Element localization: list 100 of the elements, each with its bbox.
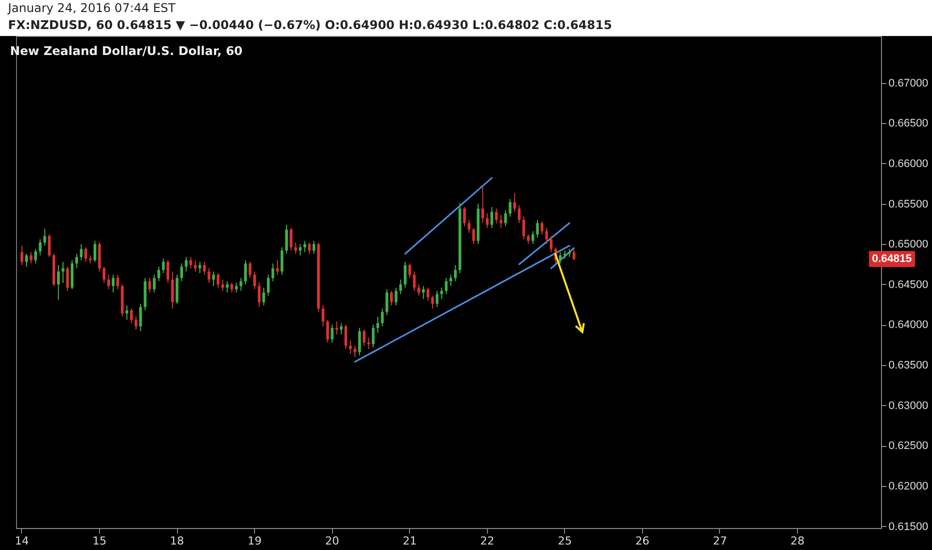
candlestick <box>112 274 115 293</box>
candlestick <box>271 262 274 282</box>
candlestick <box>394 287 398 306</box>
candlestick <box>34 248 37 264</box>
text: New Zealand Dollar/U.S. Dollar, 60 <box>10 44 243 58</box>
y-tick-label: 0.65500 <box>888 198 928 210</box>
candlestick <box>84 246 88 262</box>
text: January 24, 2016 07:44 EST <box>8 0 176 17</box>
candlestick <box>536 219 539 238</box>
candlestick <box>134 316 138 330</box>
candlestick <box>107 274 110 290</box>
y-tick-label: 0.62000 <box>888 480 928 493</box>
candlestick <box>80 244 83 261</box>
x-tick-label: 19 <box>248 534 262 548</box>
candlestick <box>431 295 434 310</box>
candlestick <box>253 271 256 290</box>
candlestick <box>280 246 284 276</box>
candlestick <box>230 282 234 293</box>
candlestick <box>354 345 356 358</box>
candlestick <box>308 242 311 254</box>
candlestick <box>102 266 106 284</box>
candlestick <box>399 279 402 295</box>
candlestick <box>20 245 24 266</box>
candlestick <box>75 253 78 269</box>
candlestick <box>262 287 266 306</box>
candlestick <box>171 271 174 310</box>
candlestick <box>184 256 188 272</box>
candlestick <box>152 274 156 293</box>
candlestick <box>208 268 210 284</box>
candlestick <box>532 230 534 245</box>
y-tick-label: 0.67000 <box>888 77 928 90</box>
candlestick <box>504 210 507 227</box>
candlestick <box>417 284 420 296</box>
candlestick <box>572 249 576 261</box>
candlestick <box>130 308 133 324</box>
candlestick <box>266 274 270 296</box>
candlestick <box>244 260 247 285</box>
x-tick-label: 15 <box>92 534 106 548</box>
candlestick <box>508 198 512 218</box>
candlestick <box>344 324 348 350</box>
x-tick-label: 14 <box>14 534 29 548</box>
candlestick <box>522 216 526 240</box>
candlestick <box>408 262 412 278</box>
y-tick-label: 0.64500 <box>888 278 928 291</box>
y-tick-label: 0.66500 <box>888 118 928 130</box>
candlestick <box>436 290 438 308</box>
x-tick-label: 22 <box>480 534 494 548</box>
candlestick <box>212 271 215 287</box>
candlestick <box>472 227 475 245</box>
x-tick-label: 25 <box>558 534 572 548</box>
candlestick <box>66 266 69 292</box>
candlestick <box>550 236 553 253</box>
candlestick <box>234 282 238 293</box>
candlestick <box>157 266 160 282</box>
x-tick-label: 26 <box>635 534 650 548</box>
candlestick <box>125 304 128 320</box>
candlestick <box>545 227 548 245</box>
candlestick <box>38 238 42 256</box>
candlestick <box>194 260 197 272</box>
candlestick <box>180 262 183 282</box>
y-tick-label: 0.63500 <box>888 360 928 372</box>
candlestick <box>518 204 521 224</box>
candlestick <box>303 240 306 253</box>
y-tick-label: 0.61500 <box>888 520 928 533</box>
candlestick <box>422 286 425 300</box>
candlestick <box>240 277 242 292</box>
candlestick <box>285 224 288 254</box>
candlestick <box>312 240 316 254</box>
candlestick <box>216 272 220 288</box>
candlestick <box>362 329 366 346</box>
x-tick-label: 21 <box>402 534 417 548</box>
candlestick <box>540 221 544 235</box>
candlestick <box>386 288 388 316</box>
candlestick <box>404 261 407 288</box>
candlestick <box>412 271 416 292</box>
candlestick <box>166 260 170 284</box>
candlestick <box>426 287 430 302</box>
candlestick <box>390 290 393 306</box>
candlestick <box>330 324 334 343</box>
candlestick <box>62 261 64 284</box>
candlestick <box>376 316 380 334</box>
candlestick <box>57 264 60 300</box>
candlestick <box>372 324 375 348</box>
candlestick <box>495 208 498 224</box>
candlestick <box>526 234 530 245</box>
candlestick <box>30 252 32 264</box>
y-tick-label: 0.64000 <box>888 319 928 332</box>
candlestick <box>258 282 261 308</box>
y-tick-label: 0.65000 <box>888 238 928 251</box>
candlestick <box>468 219 470 234</box>
candlestick <box>444 277 448 295</box>
candlestick <box>48 234 51 258</box>
candlestick <box>189 256 192 269</box>
candlestick <box>322 304 324 327</box>
candlestick <box>139 303 142 332</box>
x-tick-label: 28 <box>790 534 805 548</box>
x-tick-label: 27 <box>712 534 727 548</box>
x-tick-label: 18 <box>170 534 184 548</box>
candlestick <box>326 319 329 343</box>
candlestick <box>148 277 152 293</box>
